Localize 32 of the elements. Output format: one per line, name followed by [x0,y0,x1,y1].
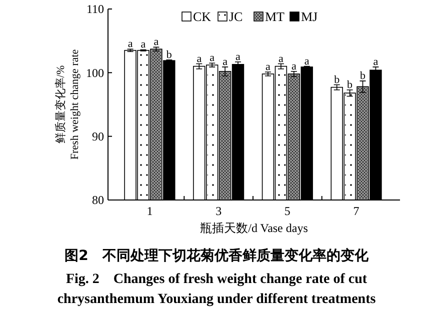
data-label: b [166,48,172,61]
data-label: a [266,61,271,74]
data-label: a [304,55,310,68]
data-label: a [373,56,378,68]
data-label: a [140,38,146,51]
data-label: a [278,52,284,65]
data-label: a [291,60,296,72]
legend-label: MT [265,9,285,24]
data-label: b [360,70,366,82]
x-tick-label: 7 [353,204,360,218]
data-label: a [196,52,202,65]
x-tick-label: 3 [216,204,222,218]
data-label: a [222,56,228,68]
x-tick-label: 1 [146,204,153,218]
x-tick-label: 5 [284,204,290,218]
y-tick-label: 100 [86,66,104,80]
text: 图2 不同处理下切花菊优香鲜质量变化率的变化 [64,247,370,264]
y-axis-title: 鲜质量变化率/% Fresh weight change rate [54,49,81,160]
data-label: a [236,50,241,63]
data-label: b [347,78,354,91]
legend-label: JC [229,9,243,24]
data-label: a [128,38,133,50]
data-label: a [210,52,215,64]
legend-label: CK [193,9,212,24]
legend-label: MJ [301,9,318,24]
y-tick-label: 80 [92,193,104,208]
y-tick-label: 90 [92,130,104,144]
data-label: b [334,74,340,86]
y-tick-label: 110 [86,2,104,16]
text: Fig. 2 Changes of fresh weight change rate of cut chrysanthemum Youxiang under different treatments [56,271,377,309]
x-axis-title: 瓶插天数/d Vase days [200,221,308,235]
data-label: a [154,36,159,48]
